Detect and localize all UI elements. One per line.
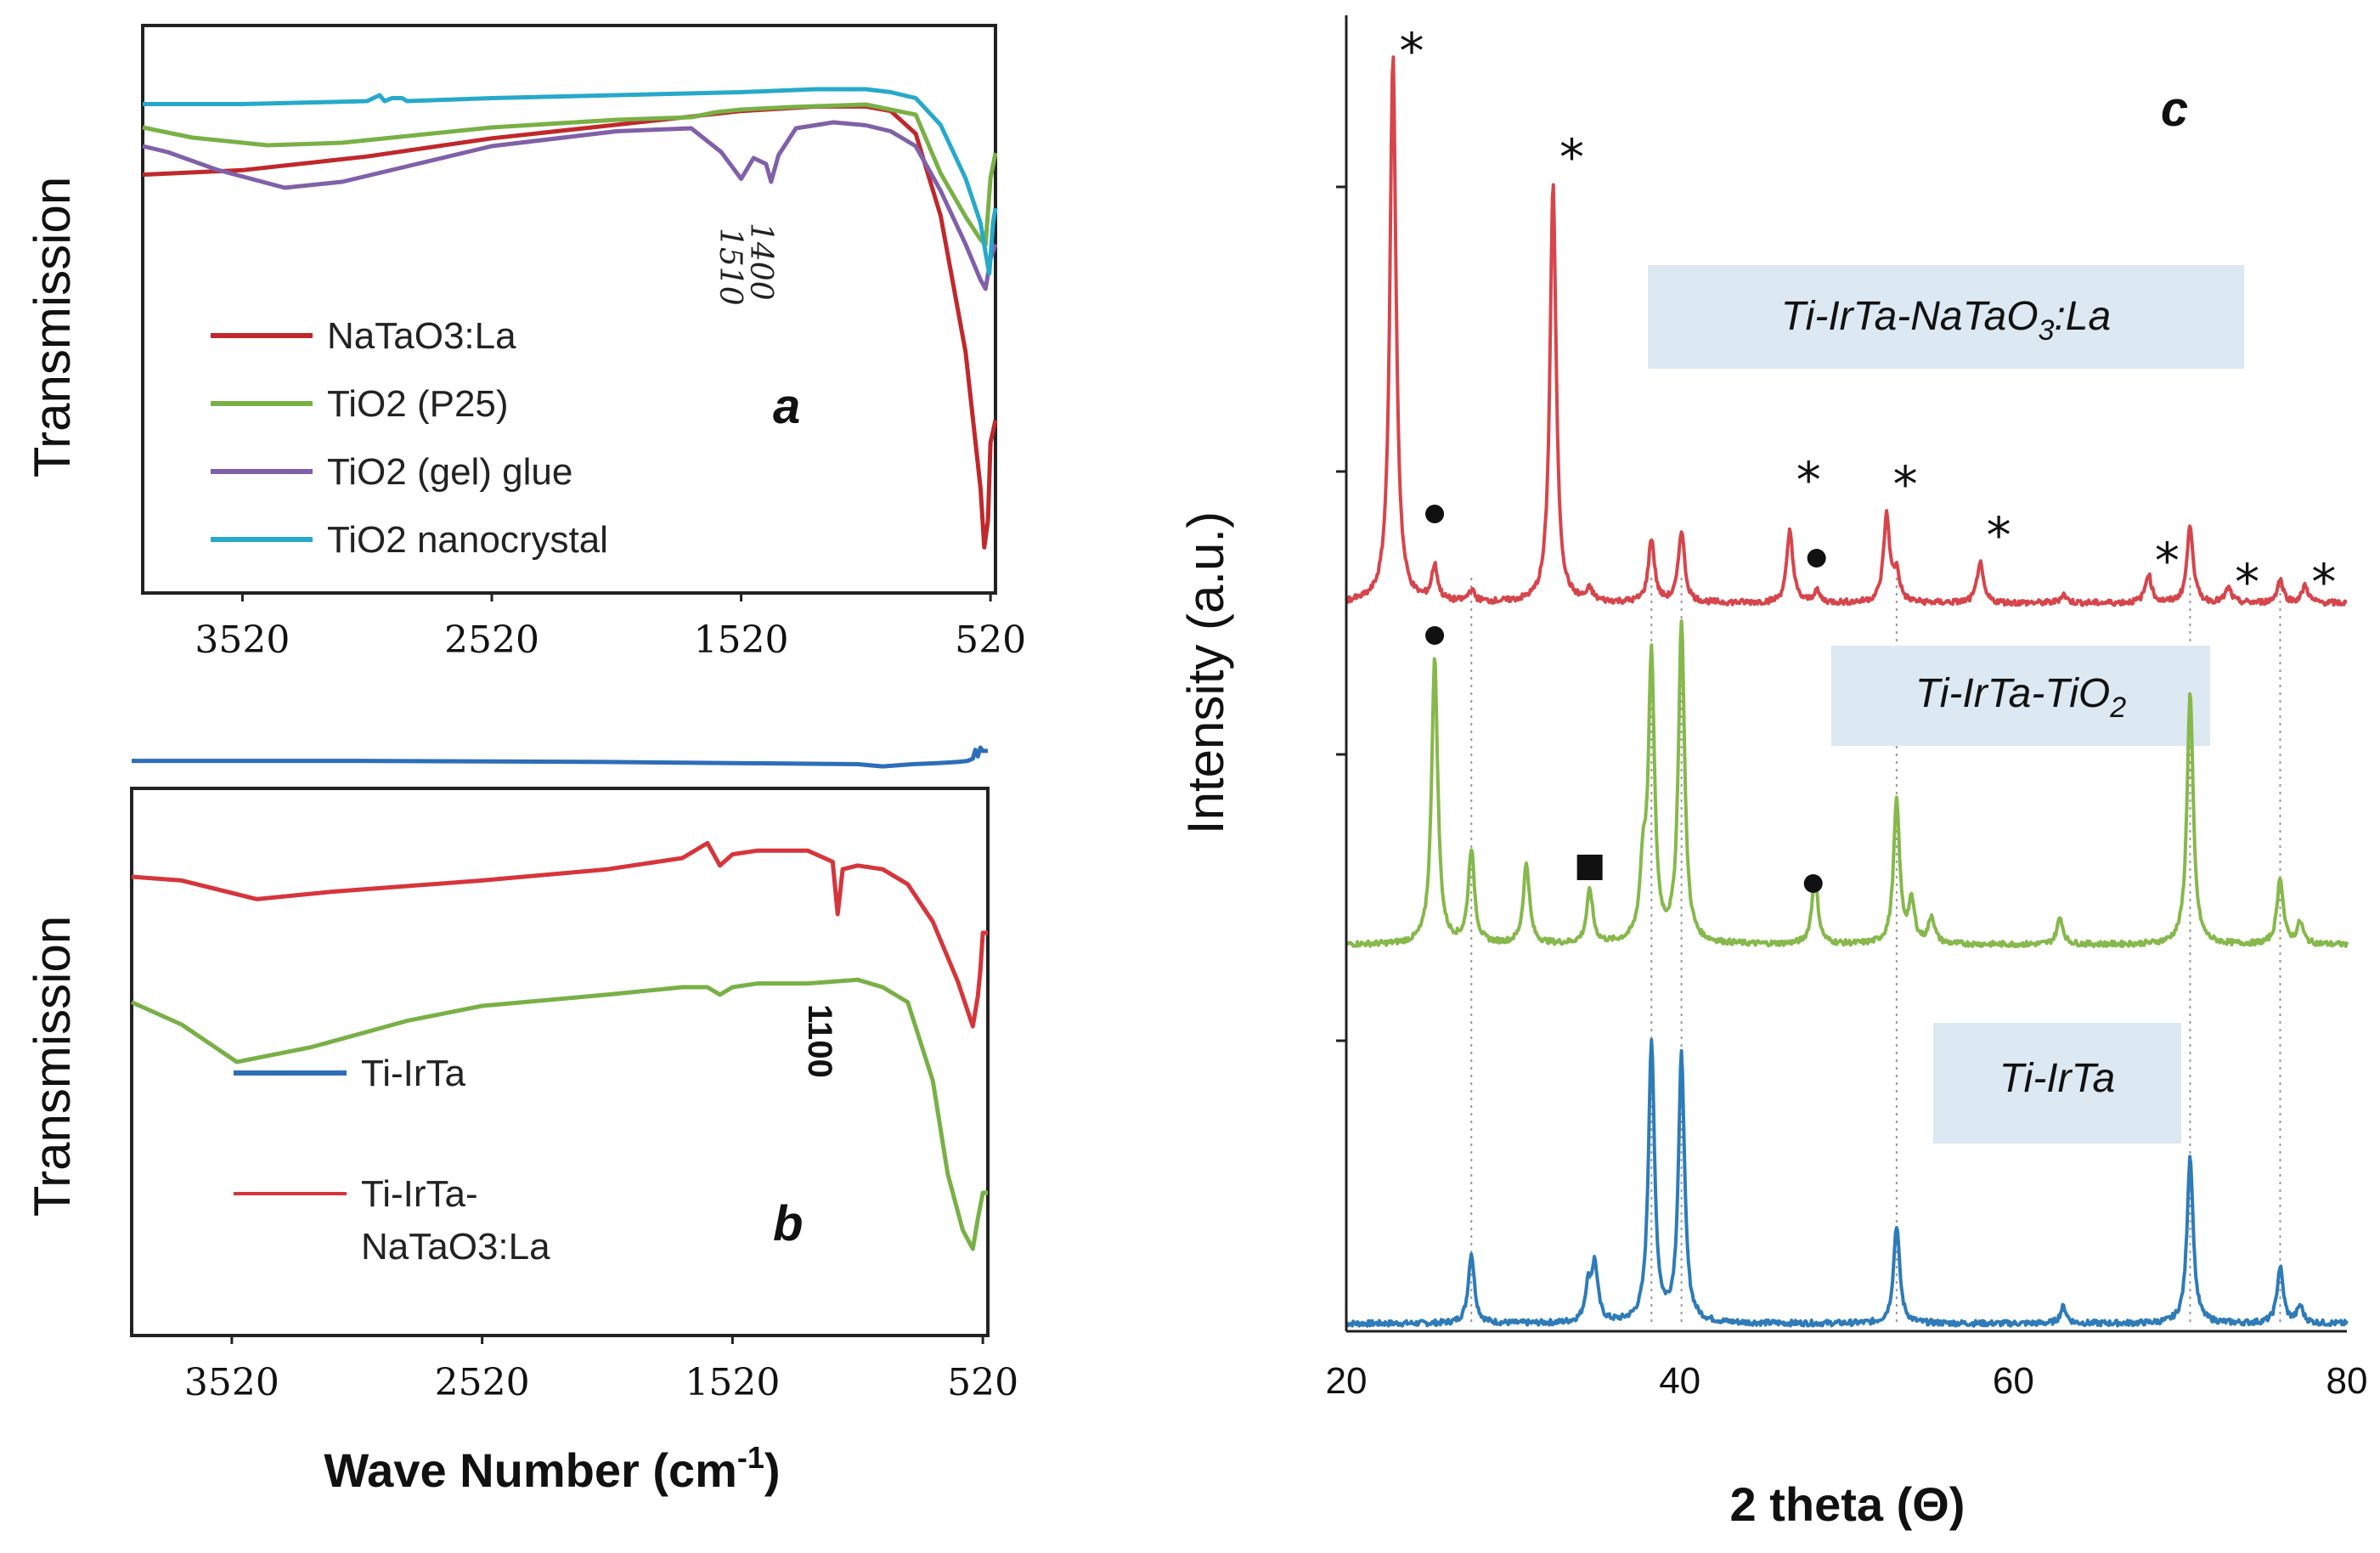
panel-b-series-ti-irta-natao3-la-2: [130, 977, 988, 1251]
panel-a-series-tio2-nanocrystal: [143, 87, 998, 276]
label-tio2: Ti-IrTa-TiO2: [1915, 671, 2126, 724]
panel-b-x-tick-label: 1520: [685, 1361, 780, 1404]
panel-c-x-tick-label: 20: [1326, 1360, 1368, 1402]
label-box-natao3: [1648, 265, 2244, 369]
panel-c-x-axis-label: 2 theta (Θ): [1730, 1477, 1965, 1531]
panel-b: 3520 2520 1520 520 Transmission b 1100 Ti-I…: [24, 745, 1018, 1497]
legend-label-natao3la: NaTaO3:La: [327, 315, 516, 357]
panel-c-dot-marker: [1425, 505, 1445, 523]
panel-a-letter: a: [773, 379, 800, 434]
panel-a-plot-frame: [141, 24, 997, 595]
panel-b-series-ti-irta-natao3-la: [131, 840, 988, 1029]
panel-c-x-tick-label: 80: [2326, 1360, 2368, 1402]
panel-b-x-tick-label: 3520: [184, 1361, 279, 1404]
label-box-tio2: [1831, 646, 2210, 746]
legend-label-tio2-gel-glue: TiO2 (gel) glue: [327, 451, 572, 493]
panel-c-letter: c: [2161, 82, 2188, 137]
panel-b-series-ti-irta: [132, 745, 988, 769]
panel-c-series: [1345, 55, 2349, 1328]
panel-a-series-tio2-gel-glue: [142, 120, 998, 291]
panel-c-star-marker: *: [1399, 22, 1424, 80]
panel-c-star-marker: *: [1796, 451, 1821, 509]
panel-b-plot-frame: [130, 787, 990, 1337]
panel-c-square-marker: [1576, 855, 1603, 880]
panel-c-star-marker: *: [1893, 455, 1918, 513]
panel-b-y-axis-label: Transmission: [24, 916, 81, 1217]
panel-b-annotation-1100: 1100: [801, 1004, 838, 1078]
panel-b-letter: b: [773, 1196, 803, 1251]
panel-c-series-ti-irta-natao3-la: [1345, 55, 2348, 607]
legend-label-tio2-nanocrystal: TiO2 nanocrystal: [327, 519, 608, 561]
panel-b-series: [130, 745, 988, 1251]
panel-c-series-ti-irta-tio2: [1345, 618, 2349, 949]
legend-label-tio2-p25: TiO2 (P25): [327, 383, 509, 425]
panel-a-x-tick-label: 2520: [444, 618, 539, 662]
panel-a-y-axis-label: Transmission: [24, 177, 81, 478]
legend-label-ti-irta: Ti-IrTa: [361, 1053, 466, 1094]
panel-a-x-tick-label: 1520: [694, 618, 789, 662]
panel-a: 3520 2520 1520 520 Transmission a 1510 1400…: [24, 24, 1026, 662]
panel-c-axes: [1345, 15, 2347, 1333]
label-tiirta: Ti-IrTa: [1999, 1056, 2115, 1101]
panel-c-sample-labels: Ti-IrTa-NaTaO3:La Ti-IrTa-TiO2 Ti-IrTa: [1648, 265, 2244, 1144]
panel-c-dot-marker: [1807, 549, 1826, 568]
panel-a-legend: NaTaO3:La TiO2 (P25) TiO2 (gel) glue TiO…: [211, 315, 608, 561]
panel-c-star-marker: *: [1559, 128, 1584, 186]
panel-c-star-marker: *: [2311, 553, 2336, 611]
panel-c-star-marker: *: [2235, 553, 2259, 611]
panel-b-x-axis-label: Wave Number (cm-1): [324, 1440, 780, 1497]
legend-label-ti-irta-natao3la-line1: Ti-IrTa-: [361, 1173, 478, 1215]
panel-a-x-tick-label: 3520: [195, 618, 290, 662]
legend-label-ti-irta-natao3la-line2: NaTaO3:La: [361, 1226, 550, 1268]
panel-a-annotation-1510: 1510: [713, 228, 747, 306]
panel-c-x-tick-label: 40: [1659, 1360, 1700, 1402]
panel-b-x-ticks: 3520 2520 1520 520: [184, 1336, 1018, 1404]
panel-c-star-marker: *: [1987, 506, 2011, 564]
panel-b-legend: Ti-IrTa Ti-IrTa- NaTaO3:La: [234, 1053, 550, 1268]
panel-a-annotation-1400: 1400: [743, 223, 778, 301]
panel-c-x-tick-label: 60: [1993, 1360, 2034, 1402]
label-natao3: Ti-IrTa-NaTaO3:La: [1781, 294, 2111, 347]
panel-a-series: [142, 87, 998, 550]
panel-b-x-tick-label: 520: [947, 1361, 1018, 1404]
panel-c-series-ti-irta: [1345, 1037, 2349, 1328]
panel-c-star-marker: *: [2155, 532, 2180, 590]
panel-c-dot-marker: [1803, 874, 1823, 893]
panel-c: Ti-IrTa-NaTaO3:La Ti-IrTa-TiO2 Ti-IrTa *…: [1177, 15, 2367, 1531]
panel-a-x-ticks: 3520 2520 1520 520: [195, 593, 1026, 662]
panel-c-x-ticks: 20 40 60 80: [1326, 185, 2368, 1402]
panel-a-series-tio2-p25: [142, 102, 998, 247]
panel-b-x-tick-label: 2520: [435, 1361, 530, 1404]
panel-a-x-tick-label: 520: [955, 618, 1026, 662]
label-box-tiirta: [1933, 1023, 2181, 1144]
panel-c-peak-markers: * * * * * * * *: [1399, 22, 2336, 893]
panel-c-dot-marker: [1425, 626, 1445, 645]
panel-c-y-axis-label: Intensity (a.u.): [1177, 511, 1234, 834]
